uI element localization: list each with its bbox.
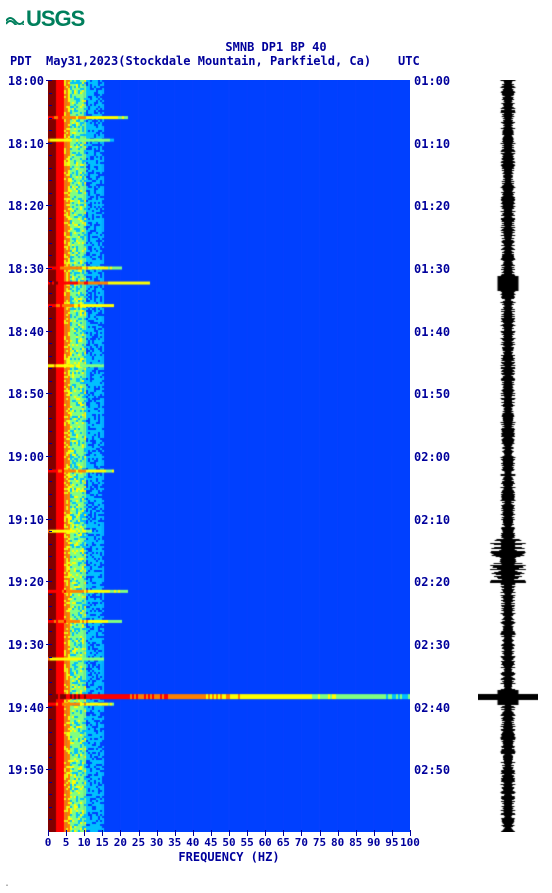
xtick-7: 35 bbox=[168, 836, 181, 849]
ytick-left-6: 19:00 bbox=[0, 450, 44, 464]
spectrogram-canvas bbox=[48, 80, 410, 832]
ytick-right-7: 02:10 bbox=[414, 513, 450, 527]
ytick-left-2: 18:20 bbox=[0, 199, 44, 213]
ytick-right-10: 02:40 bbox=[414, 701, 450, 715]
ytick-right-5: 01:50 bbox=[414, 387, 450, 401]
xtick-2: 10 bbox=[78, 836, 91, 849]
xtick-16: 80 bbox=[331, 836, 344, 849]
xtick-5: 25 bbox=[132, 836, 145, 849]
xtick-14: 70 bbox=[295, 836, 308, 849]
ytick-left-3: 18:30 bbox=[0, 262, 44, 276]
logo-text: USGS bbox=[26, 6, 84, 32]
footer-mark: . bbox=[4, 878, 10, 889]
xtick-15: 75 bbox=[313, 836, 326, 849]
xtick-10: 50 bbox=[222, 836, 235, 849]
ytick-right-8: 02:20 bbox=[414, 575, 450, 589]
ytick-left-10: 19:40 bbox=[0, 701, 44, 715]
xtick-18: 90 bbox=[367, 836, 380, 849]
ytick-right-3: 01:30 bbox=[414, 262, 450, 276]
xtick-20: 100 bbox=[400, 836, 420, 849]
ytick-right-2: 01:20 bbox=[414, 199, 450, 213]
x-axis-label: FREQUENCY (HZ) bbox=[48, 850, 410, 864]
xtick-8: 40 bbox=[186, 836, 199, 849]
usgs-logo: USGS bbox=[6, 5, 94, 33]
timezone-right: UTC bbox=[398, 54, 420, 68]
ytick-left-8: 19:20 bbox=[0, 575, 44, 589]
xtick-3: 15 bbox=[96, 836, 109, 849]
xtick-17: 85 bbox=[349, 836, 362, 849]
ytick-right-9: 02:30 bbox=[414, 638, 450, 652]
ytick-left-4: 18:40 bbox=[0, 325, 44, 339]
waveform-canvas bbox=[478, 80, 538, 832]
ytick-left-11: 19:50 bbox=[0, 763, 44, 777]
ytick-right-1: 01:10 bbox=[414, 137, 450, 151]
xtick-19: 95 bbox=[385, 836, 398, 849]
ytick-right-4: 01:40 bbox=[414, 325, 450, 339]
xtick-13: 65 bbox=[277, 836, 290, 849]
timezone-left: PDT bbox=[10, 54, 32, 68]
xtick-9: 45 bbox=[204, 836, 217, 849]
ytick-left-0: 18:00 bbox=[0, 74, 44, 88]
xtick-4: 20 bbox=[114, 836, 127, 849]
ytick-left-7: 19:10 bbox=[0, 513, 44, 527]
wave-icon bbox=[6, 13, 24, 25]
ytick-right-0: 01:00 bbox=[414, 74, 450, 88]
ytick-right-11: 02:50 bbox=[414, 763, 450, 777]
xtick-6: 30 bbox=[150, 836, 163, 849]
ytick-left-9: 19:30 bbox=[0, 638, 44, 652]
xtick-1: 5 bbox=[63, 836, 70, 849]
spectrogram-plot bbox=[48, 80, 410, 832]
ytick-left-5: 18:50 bbox=[0, 387, 44, 401]
xtick-0: 0 bbox=[45, 836, 52, 849]
date-location: May31,2023(Stockdale Mountain, Parkfield… bbox=[46, 54, 371, 68]
xtick-11: 55 bbox=[240, 836, 253, 849]
ytick-right-6: 02:00 bbox=[414, 450, 450, 464]
xtick-12: 60 bbox=[259, 836, 272, 849]
waveform-plot bbox=[478, 80, 538, 832]
chart-title: SMNB DP1 BP 40 bbox=[0, 40, 552, 54]
ytick-left-1: 18:10 bbox=[0, 137, 44, 151]
